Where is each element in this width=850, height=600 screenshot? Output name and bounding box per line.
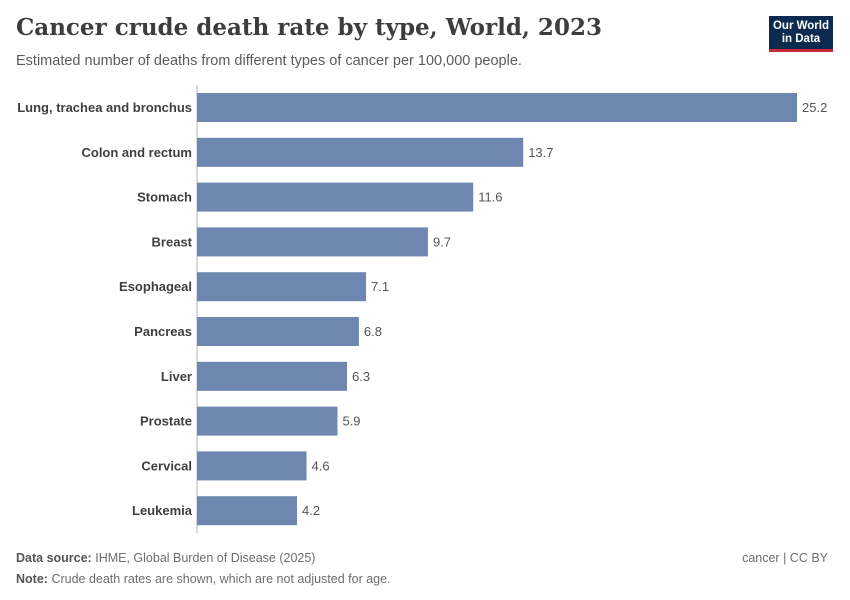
bar[interactable]	[197, 406, 338, 436]
category-label: Liver	[161, 369, 192, 384]
bar[interactable]	[197, 93, 797, 122]
category-label: Pancreas	[134, 324, 192, 339]
value-label: 6.3	[352, 369, 370, 384]
bar[interactable]	[197, 182, 474, 212]
note-label: Note:	[16, 572, 48, 586]
value-label: 4.6	[312, 458, 330, 473]
chart-title: Cancer crude death rate by type, World, …	[16, 14, 602, 41]
category-label: Leukemia	[132, 503, 193, 518]
bar[interactable]	[197, 137, 524, 167]
data-source-line: Data source: IHME, Global Burden of Dise…	[16, 548, 391, 569]
category-label: Esophageal	[119, 279, 192, 294]
note-line: Note: Crude death rates are shown, which…	[16, 569, 391, 590]
bar[interactable]	[197, 227, 428, 257]
category-label: Lung, trachea and bronchus	[17, 100, 192, 115]
bar[interactable]	[197, 272, 367, 302]
data-source-label: Data source:	[16, 551, 92, 565]
chart-footer: Data source: IHME, Global Burden of Dise…	[16, 548, 391, 590]
owid-logo[interactable]: Our World in Data	[769, 16, 833, 52]
category-label: Breast	[152, 234, 193, 249]
value-label: 25.2	[802, 100, 827, 115]
bar[interactable]	[197, 451, 307, 481]
logo-line-2: in Data	[781, 32, 821, 45]
value-label: 9.7	[433, 234, 451, 249]
category-label: Colon and rectum	[81, 145, 192, 160]
value-label: 4.2	[302, 503, 320, 518]
bar[interactable]	[197, 317, 359, 346]
note-text: Crude death rates are shown, which are n…	[51, 572, 391, 586]
bar[interactable]	[197, 496, 297, 526]
chart-subtitle: Estimated number of deaths from differen…	[16, 53, 522, 69]
value-label: 7.1	[371, 279, 389, 294]
bar-chart: Lung, trachea and bronchus 25.2 Colon and …	[17, 85, 827, 533]
data-source-text[interactable]: IHME, Global Burden of Disease (2025)	[95, 551, 316, 565]
category-label: Stomach	[137, 190, 192, 205]
value-label: 11.6	[478, 190, 502, 205]
value-label: 5.9	[342, 414, 360, 429]
license-text[interactable]: cancer | CC BY	[742, 551, 828, 565]
category-label: Cervical	[141, 458, 192, 473]
logo-line-1: Our World	[772, 19, 829, 32]
value-label: 13.7	[528, 145, 553, 160]
value-label: 6.8	[364, 324, 382, 339]
bar[interactable]	[197, 361, 347, 391]
category-label: Prostate	[140, 414, 192, 429]
